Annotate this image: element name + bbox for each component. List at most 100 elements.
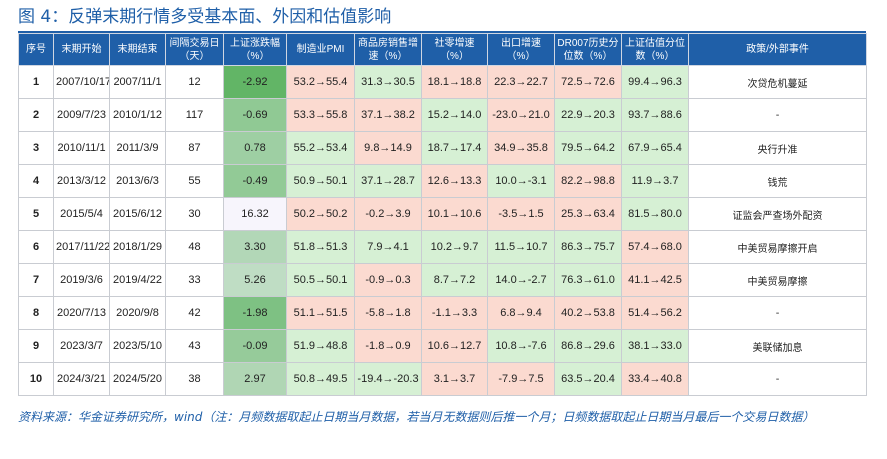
start-date: 2010/11/1 xyxy=(53,131,110,165)
start-date: 2020/7/13 xyxy=(53,296,110,330)
event-cell: 央行升准 xyxy=(688,131,867,165)
export-cell: -7.9→7.5 xyxy=(487,362,555,396)
dr007-cell: 40.2→53.8 xyxy=(554,296,622,330)
pmi-cell: 50.8→49.5 xyxy=(286,362,355,396)
row-index: 6 xyxy=(18,230,54,264)
end-date: 2024/5/20 xyxy=(109,362,166,396)
export-cell: -23.0→21.0 xyxy=(487,98,555,132)
index-change: -1.98 xyxy=(223,296,287,330)
valuation-cell: 81.5→80.0 xyxy=(621,197,689,231)
start-date: 2019/3/6 xyxy=(53,263,110,297)
end-date: 2019/4/22 xyxy=(109,263,166,297)
dr007-cell: 86.8→29.6 xyxy=(554,329,622,363)
start-date: 2015/5/4 xyxy=(53,197,110,231)
end-date: 2007/11/1 xyxy=(109,65,166,99)
index-change: -0.69 xyxy=(223,98,287,132)
pmi-cell: 53.2→55.4 xyxy=(286,65,355,99)
end-date: 2013/6/3 xyxy=(109,164,166,198)
event-cell: 中美贸易摩擦 xyxy=(688,263,867,297)
event-cell: 美联储加息 xyxy=(688,329,867,363)
trading-days: 30 xyxy=(165,197,224,231)
table-row: 4 2013/3/12 2013/6/3 55 -0.49 50.9→50.1 37.1→2… xyxy=(18,164,867,198)
pmi-cell: 51.8→51.3 xyxy=(286,230,355,264)
end-date: 2015/6/12 xyxy=(109,197,166,231)
export-cell: -3.5→1.5 xyxy=(487,197,555,231)
source-note: 资料来源：华金证券研究所，wind（注：月频数据取起止日期当月数据，若当月无数据… xyxy=(18,410,815,424)
valuation-cell: 93.7→88.6 xyxy=(621,98,689,132)
dr007-cell: 76.3→61.0 xyxy=(554,263,622,297)
table-row: 9 2023/3/7 2023/5/10 43 -0.09 51.9→48.8 -1.8→0… xyxy=(18,329,867,363)
dr007-cell: 63.5→20.4 xyxy=(554,362,622,396)
table-row: 5 2015/5/4 2015/6/12 30 16.32 50.2→50.2 -0.2→3… xyxy=(18,197,867,231)
column-header: 末期开始 xyxy=(53,33,110,66)
trading-days: 43 xyxy=(165,329,224,363)
valuation-cell: 51.4→56.2 xyxy=(621,296,689,330)
column-header: 上证估值分位数（%） xyxy=(621,33,689,66)
dr007-cell: 25.3→63.4 xyxy=(554,197,622,231)
pmi-cell: 50.5→50.1 xyxy=(286,263,355,297)
end-date: 2011/3/9 xyxy=(109,131,166,165)
column-header: 制造业PMI xyxy=(286,33,355,66)
start-date: 2009/7/23 xyxy=(53,98,110,132)
house-sales-cell: 37.1→38.2 xyxy=(354,98,422,132)
valuation-cell: 11.9→3.7 xyxy=(621,164,689,198)
end-date: 2020/9/8 xyxy=(109,296,166,330)
table-row: 6 2017/11/22 2018/1/29 48 3.30 51.8→51.3 7.9→4… xyxy=(18,230,867,264)
valuation-cell: 33.4→40.8 xyxy=(621,362,689,396)
table-row: 10 2024/3/21 2024/5/20 38 2.97 50.8→49.5 -19.4… xyxy=(18,362,867,396)
house-sales-cell: -1.8→0.9 xyxy=(354,329,422,363)
row-index: 8 xyxy=(18,296,54,330)
table-row: 1 2007/10/17 2007/11/1 12 -2.92 53.2→55.4 31.3… xyxy=(18,65,867,99)
house-sales-cell: -0.9→0.3 xyxy=(354,263,422,297)
retail-cell: 3.1→3.7 xyxy=(421,362,488,396)
dr007-cell: 79.5→64.2 xyxy=(554,131,622,165)
data-table: 序号 末期开始 末期结束 间隔交易日（天） 上证涨跌幅（%） 制造业PMI 商品房销售增速（… xyxy=(18,33,867,396)
pmi-cell: 50.9→50.1 xyxy=(286,164,355,198)
start-date: 2023/3/7 xyxy=(53,329,110,363)
export-cell: 10.8→-7.6 xyxy=(487,329,555,363)
pmi-cell: 55.2→53.4 xyxy=(286,131,355,165)
table-row: 2 2009/7/23 2010/1/12 117 -0.69 53.3→55.8 37.1… xyxy=(18,98,867,132)
trading-days: 38 xyxy=(165,362,224,396)
retail-cell: 10.1→10.6 xyxy=(421,197,488,231)
retail-cell: 10.2→9.7 xyxy=(421,230,488,264)
retail-cell: -1.1→3.3 xyxy=(421,296,488,330)
end-date: 2023/5/10 xyxy=(109,329,166,363)
row-index: 9 xyxy=(18,329,54,363)
house-sales-cell: -0.2→3.9 xyxy=(354,197,422,231)
export-cell: 11.5→10.7 xyxy=(487,230,555,264)
retail-cell: 18.7→17.4 xyxy=(421,131,488,165)
table-row: 8 2020/7/13 2020/9/8 42 -1.98 51.1→51.5 -5.8→1… xyxy=(18,296,867,330)
trading-days: 48 xyxy=(165,230,224,264)
valuation-cell: 99.4→96.3 xyxy=(621,65,689,99)
start-date: 2024/3/21 xyxy=(53,362,110,396)
export-cell: 14.0→-2.7 xyxy=(487,263,555,297)
table-row: 7 2019/3/6 2019/4/22 33 5.26 50.5→50.1 -0.9→0.… xyxy=(18,263,867,297)
pmi-cell: 50.2→50.2 xyxy=(286,197,355,231)
dr007-cell: 82.2→98.8 xyxy=(554,164,622,198)
column-header: 出口增速（%） xyxy=(487,33,555,66)
column-header: 序号 xyxy=(18,33,54,66)
row-index: 5 xyxy=(18,197,54,231)
valuation-cell: 57.4→68.0 xyxy=(621,230,689,264)
retail-cell: 15.2→14.0 xyxy=(421,98,488,132)
house-sales-cell: -19.4→-20.3 xyxy=(354,362,422,396)
index-change: -0.09 xyxy=(223,329,287,363)
retail-cell: 8.7→7.2 xyxy=(421,263,488,297)
export-cell: 22.3→22.7 xyxy=(487,65,555,99)
header-row: 序号 末期开始 末期结束 间隔交易日（天） 上证涨跌幅（%） 制造业PMI 商品房销售增速（… xyxy=(18,33,867,66)
title-rule xyxy=(18,31,866,33)
house-sales-cell: 7.9→4.1 xyxy=(354,230,422,264)
start-date: 2007/10/17 xyxy=(53,65,110,99)
index-change: -0.49 xyxy=(223,164,287,198)
end-date: 2018/1/29 xyxy=(109,230,166,264)
end-date: 2010/1/12 xyxy=(109,98,166,132)
trading-days: 12 xyxy=(165,65,224,99)
column-header: 间隔交易日（天） xyxy=(165,33,224,66)
valuation-cell: 41.1→42.5 xyxy=(621,263,689,297)
table-row: 3 2010/11/1 2011/3/9 87 0.78 55.2→53.4 9.8→14.… xyxy=(18,131,867,165)
house-sales-cell: 31.3→30.5 xyxy=(354,65,422,99)
valuation-cell: 67.9→65.4 xyxy=(621,131,689,165)
figure-title: 图 4：反弹末期行情多受基本面、外因和估值影响 xyxy=(18,7,392,27)
table-body: 1 2007/10/17 2007/11/1 12 -2.92 53.2→55.4 31.3… xyxy=(18,65,867,396)
